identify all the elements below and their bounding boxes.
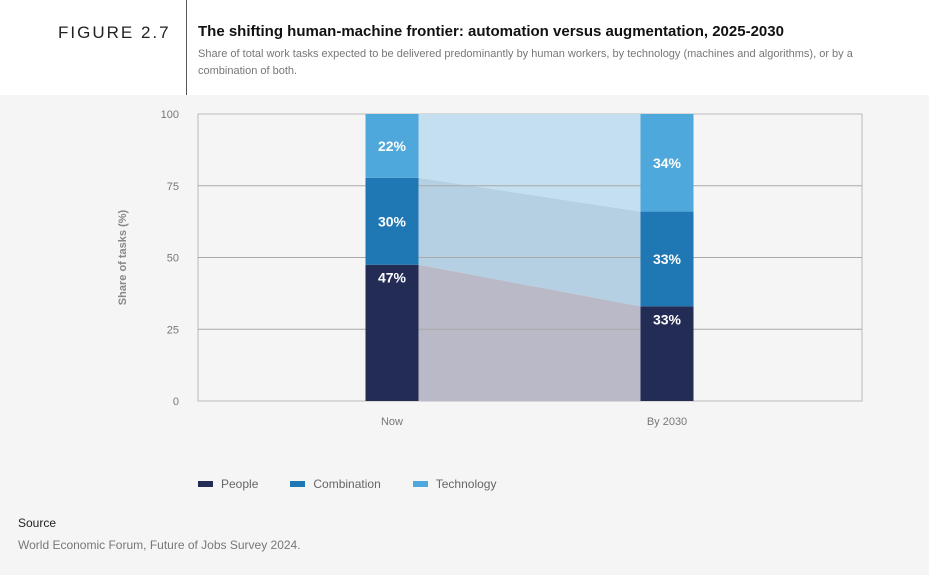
bar-technology [365, 114, 419, 178]
y-tick-label: 25 [167, 324, 179, 336]
stacked-bar-chart: 0 25 50 75 100 47% 30% 22% Now 33% 33% 34% By 2030 Sh… [117, 109, 863, 428]
source-heading: Source [18, 516, 57, 530]
data-label: 34% [653, 155, 682, 171]
bar-people [365, 264, 419, 401]
y-tick-label: 50 [167, 253, 179, 265]
legend-label: Technology [435, 477, 497, 491]
y-tick-label: 100 [161, 109, 179, 121]
chart-subtitle: Share of total work tasks expected to be… [198, 48, 853, 77]
chart-legend: People Combination Technology [198, 477, 496, 491]
legend-item-combination: Combination [290, 477, 381, 491]
data-label: 22% [378, 138, 407, 154]
band-people [418, 264, 641, 401]
bar-technology [640, 114, 694, 212]
legend-label: People [221, 477, 259, 491]
legend-item-technology: Technology [412, 477, 497, 491]
data-label: 47% [378, 270, 407, 286]
data-label: 33% [653, 311, 682, 327]
source-text: World Economic Forum, Future of Jobs Sur… [18, 538, 301, 552]
legend-swatch [290, 481, 306, 487]
y-tick-label: 75 [167, 181, 179, 193]
chart-title: The shifting human-machine frontier: aut… [198, 23, 784, 40]
y-axis-label: Share of tasks (%) [117, 209, 129, 305]
bar-combination [365, 177, 419, 265]
bar-people [640, 306, 694, 401]
band-technology [418, 114, 641, 212]
figure-label: FIGURE 2.7 [58, 23, 171, 42]
legend-item-people: People [198, 477, 258, 491]
data-label: 30% [378, 213, 407, 229]
legend-swatch [198, 481, 213, 487]
figure-header: FIGURE 2.7 The shifting human-machine fr… [0, 0, 929, 95]
bar-combination [640, 211, 694, 307]
header-divider [186, 0, 187, 95]
x-tick-label: Now [381, 416, 403, 428]
legend-label: Combination [313, 477, 381, 491]
data-label: 33% [653, 251, 682, 267]
x-tick-label: By 2030 [647, 416, 687, 428]
y-tick-label: 0 [173, 396, 179, 408]
legend-swatch [412, 481, 428, 487]
band-combination [418, 177, 641, 307]
